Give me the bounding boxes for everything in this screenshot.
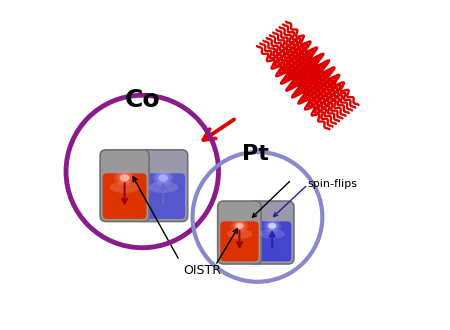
Ellipse shape [268,223,276,229]
Ellipse shape [155,172,171,184]
Text: OISTR: OISTR [183,264,221,277]
Text: Co: Co [125,88,160,112]
Ellipse shape [235,223,243,229]
Ellipse shape [110,182,140,193]
Ellipse shape [263,219,281,233]
Ellipse shape [114,170,135,186]
Ellipse shape [117,172,132,184]
FancyBboxPatch shape [251,201,294,264]
FancyBboxPatch shape [141,173,185,219]
FancyBboxPatch shape [103,173,147,219]
Text: spin-flips: spin-flips [308,180,358,189]
FancyBboxPatch shape [253,221,291,261]
FancyBboxPatch shape [218,201,261,264]
FancyBboxPatch shape [220,221,259,261]
Ellipse shape [233,221,246,231]
Text: Pt: Pt [243,144,269,164]
Ellipse shape [230,219,248,233]
Ellipse shape [120,174,130,182]
Ellipse shape [158,174,168,182]
Ellipse shape [260,229,285,239]
Ellipse shape [227,229,252,239]
FancyBboxPatch shape [100,150,149,221]
Ellipse shape [266,221,279,231]
Ellipse shape [153,170,174,186]
Ellipse shape [148,182,178,193]
FancyBboxPatch shape [139,150,188,221]
